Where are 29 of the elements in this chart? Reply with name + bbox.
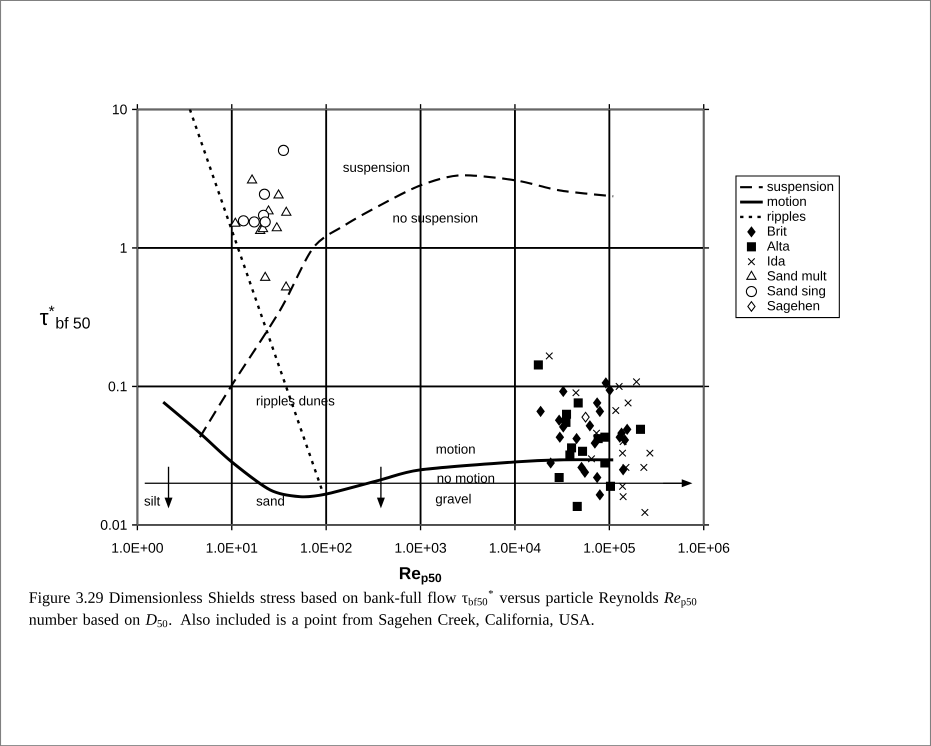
y-tick-label: 0.01 [100,520,127,530]
legend-label: Sand mult [767,270,827,280]
y-tick-label: 1 [120,243,127,253]
legend-label: motion [768,196,806,206]
annotation: sand [256,496,284,506]
legend-label: Ida [768,256,786,266]
annotation: gravel [436,494,471,506]
legend-label: ripples [768,211,806,224]
y-axis-title: τ$^{*}$bf 50 [40,306,90,329]
y-tick-label: 10 [112,104,127,114]
legend-label: Sagehen [767,300,820,313]
x-tick-label: 1.0E+05 [584,542,635,553]
legend-label: Brit [768,226,787,236]
legend-label: Alta [766,240,790,251]
annotation: motion [436,444,475,454]
annotation: silt [144,496,160,506]
x-tick-label: 1.0E+02 [301,542,352,553]
x-tick-label: 1.0E+00 [112,542,163,553]
annotation: suspension [343,162,410,174]
text: Re$_{p50}$ [400,567,442,584]
annotation: no motion [438,473,494,483]
text: Figure 3.29 Dimensionless Shields stress based on bank-full flow τ$_{bf50}$$^{*}$ versus particle Reynolds Re$_{p50}$ number based on D$_{50}$. Also included is a point from Sagehen Creek, California, USA. [29,590,696,628]
x-tick-label: 1.0E+03 [395,542,446,553]
legend-label: Sand sing [767,286,826,298]
y-tick-label: 0.1 [108,381,127,392]
x-tick-label: 1.0E+06 [678,542,730,553]
x-tick-label: 1.0E+01 [206,542,258,553]
legend-label: suspension [767,181,834,194]
x-tick-label: 1.0E+04 [490,542,541,553]
